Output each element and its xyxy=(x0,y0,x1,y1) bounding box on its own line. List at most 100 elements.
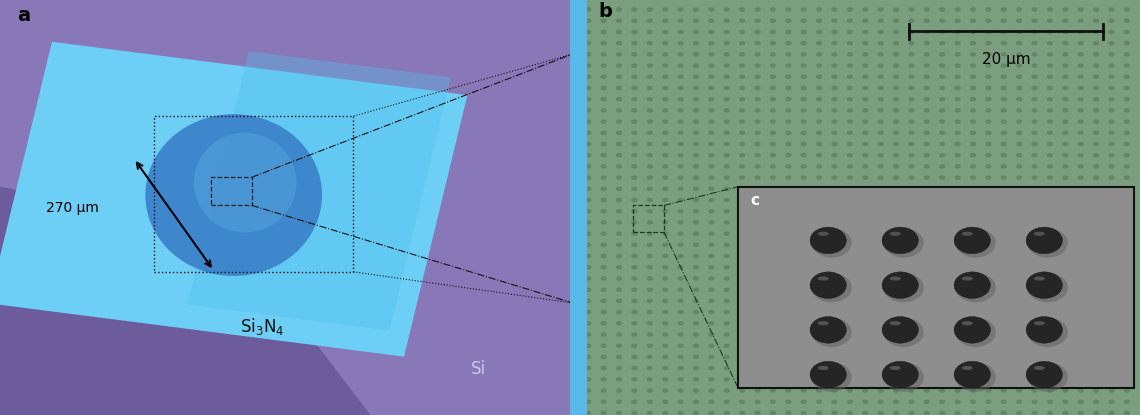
Circle shape xyxy=(770,142,776,146)
Circle shape xyxy=(954,142,961,146)
Circle shape xyxy=(1062,18,1068,23)
Circle shape xyxy=(1077,220,1084,225)
Circle shape xyxy=(677,377,684,382)
Circle shape xyxy=(878,164,884,168)
Circle shape xyxy=(1062,265,1068,270)
Circle shape xyxy=(755,130,760,135)
Circle shape xyxy=(1016,41,1023,46)
Circle shape xyxy=(570,332,576,337)
Circle shape xyxy=(724,366,730,370)
Circle shape xyxy=(601,366,606,370)
Circle shape xyxy=(739,164,746,168)
Circle shape xyxy=(616,130,622,135)
Circle shape xyxy=(970,198,976,202)
Circle shape xyxy=(816,411,822,415)
Circle shape xyxy=(755,332,760,337)
Circle shape xyxy=(632,354,637,359)
Circle shape xyxy=(662,29,668,34)
Ellipse shape xyxy=(812,228,852,258)
Circle shape xyxy=(909,153,914,158)
Circle shape xyxy=(954,63,961,68)
Circle shape xyxy=(847,231,853,236)
Circle shape xyxy=(646,254,653,258)
Circle shape xyxy=(939,354,945,359)
Circle shape xyxy=(1062,366,1068,370)
Circle shape xyxy=(1001,399,1007,404)
Circle shape xyxy=(970,18,976,23)
Circle shape xyxy=(739,399,746,404)
Circle shape xyxy=(1032,41,1037,46)
Circle shape xyxy=(862,388,869,393)
Circle shape xyxy=(800,411,807,415)
Circle shape xyxy=(831,142,838,146)
Circle shape xyxy=(1077,187,1084,191)
Circle shape xyxy=(816,52,822,57)
Circle shape xyxy=(862,85,869,90)
Circle shape xyxy=(1047,142,1053,146)
Circle shape xyxy=(939,254,945,258)
Circle shape xyxy=(739,175,746,180)
Circle shape xyxy=(570,41,576,46)
Circle shape xyxy=(570,209,576,213)
Circle shape xyxy=(585,321,592,325)
Circle shape xyxy=(1016,411,1023,415)
Circle shape xyxy=(1093,377,1099,382)
Circle shape xyxy=(939,231,945,236)
Circle shape xyxy=(693,220,699,225)
Circle shape xyxy=(632,209,637,213)
Circle shape xyxy=(785,108,791,113)
Circle shape xyxy=(970,220,976,225)
Text: c: c xyxy=(751,193,759,208)
Circle shape xyxy=(1032,97,1037,102)
Circle shape xyxy=(970,377,976,382)
Circle shape xyxy=(831,29,838,34)
Circle shape xyxy=(862,354,869,359)
Circle shape xyxy=(909,18,914,23)
Circle shape xyxy=(570,411,576,415)
Circle shape xyxy=(585,75,592,79)
Circle shape xyxy=(1124,41,1130,46)
Circle shape xyxy=(985,276,992,281)
Circle shape xyxy=(677,220,684,225)
Circle shape xyxy=(601,142,606,146)
Circle shape xyxy=(585,287,592,292)
Circle shape xyxy=(724,388,730,393)
Circle shape xyxy=(1001,220,1007,225)
Circle shape xyxy=(1093,97,1099,102)
Circle shape xyxy=(1001,242,1007,247)
Circle shape xyxy=(847,310,853,315)
Circle shape xyxy=(646,85,653,90)
Circle shape xyxy=(1032,366,1037,370)
Circle shape xyxy=(970,153,976,158)
Circle shape xyxy=(816,399,822,404)
Circle shape xyxy=(923,354,930,359)
Circle shape xyxy=(800,299,807,303)
Circle shape xyxy=(970,388,976,393)
Circle shape xyxy=(985,411,992,415)
Circle shape xyxy=(923,242,930,247)
Circle shape xyxy=(724,276,730,281)
Circle shape xyxy=(616,187,622,191)
Circle shape xyxy=(1047,276,1053,281)
Circle shape xyxy=(601,399,606,404)
Circle shape xyxy=(800,52,807,57)
Circle shape xyxy=(985,130,992,135)
Circle shape xyxy=(662,276,668,281)
Circle shape xyxy=(785,142,791,146)
Circle shape xyxy=(616,377,622,382)
Circle shape xyxy=(954,97,961,102)
Circle shape xyxy=(1124,388,1130,393)
Circle shape xyxy=(862,209,869,213)
Circle shape xyxy=(1108,108,1115,113)
Circle shape xyxy=(693,108,699,113)
Circle shape xyxy=(1016,130,1023,135)
Circle shape xyxy=(708,97,715,102)
Circle shape xyxy=(985,344,992,348)
Circle shape xyxy=(1016,220,1023,225)
Circle shape xyxy=(939,366,945,370)
Circle shape xyxy=(1124,254,1130,258)
Circle shape xyxy=(970,175,976,180)
Circle shape xyxy=(1093,108,1099,113)
Circle shape xyxy=(570,153,576,158)
Circle shape xyxy=(985,287,992,292)
